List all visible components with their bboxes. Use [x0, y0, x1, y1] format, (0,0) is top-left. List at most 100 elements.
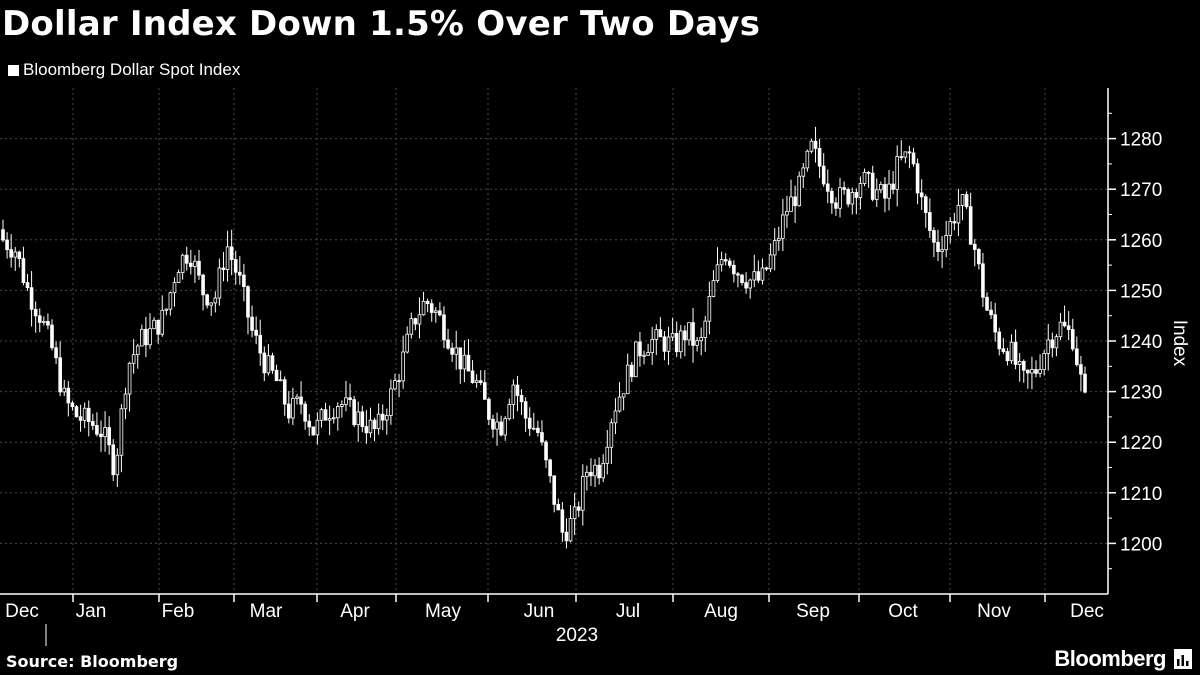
candle-body [687, 322, 691, 341]
y-axis: 1200 1210 1220 1230 1240 1250 1260 1270 1280 [1107, 88, 1162, 594]
candle-body [499, 421, 503, 436]
candle-body [160, 309, 165, 335]
candle-body [891, 183, 895, 190]
candle-body [397, 380, 401, 383]
candle-body [597, 464, 601, 479]
x-tick-label: Nov [977, 601, 1011, 622]
candle-body [699, 337, 703, 342]
candle-body [740, 274, 744, 284]
candle-body [813, 140, 818, 149]
candle-body [830, 190, 834, 204]
x-tick-label: Mar [250, 601, 283, 622]
candle-body [662, 336, 667, 352]
candle-body [213, 297, 218, 304]
candle-body [707, 296, 712, 322]
candle-body [960, 194, 965, 206]
candle-body [936, 241, 940, 252]
candle-body [54, 347, 58, 359]
candle-body [1042, 352, 1046, 371]
candle-body [356, 411, 361, 426]
candle-body [413, 318, 418, 325]
candle-body [438, 310, 442, 316]
candle-body [66, 387, 71, 404]
candle-body [368, 419, 373, 434]
x-axis: Dec Jan Feb Mar Apr May Jun Jul Aug Sep Oct Nov Dec [0, 593, 1108, 646]
candle-body [928, 212, 932, 231]
candle-body [764, 267, 769, 270]
candle-body [646, 352, 650, 356]
candle-body [838, 187, 842, 209]
candle-body [789, 196, 793, 212]
candle-body [834, 202, 838, 209]
candle-body [189, 262, 193, 267]
candle-body [866, 171, 871, 174]
candle-body [315, 419, 320, 436]
candle-body [470, 370, 475, 383]
candle-body [446, 339, 450, 349]
candle-body [825, 183, 830, 192]
candle-body [601, 462, 606, 479]
candle-body [429, 303, 434, 313]
candle-body [977, 249, 981, 265]
x-tick-label: Sep [796, 601, 830, 622]
candle-body [360, 411, 365, 427]
candle-body [209, 302, 214, 306]
candle-body [801, 167, 806, 177]
bloomberg-logo: Bloomberg [1054, 646, 1192, 672]
candle-body [225, 246, 230, 270]
candle-body [670, 333, 675, 338]
candle-body [658, 329, 663, 338]
candle-body [474, 380, 479, 383]
y-axis-label: Index [1169, 320, 1190, 367]
candle-body [568, 518, 573, 542]
candle-body [503, 418, 508, 436]
candle-body [842, 187, 846, 190]
candle-body [695, 340, 699, 346]
candle-body [850, 192, 855, 205]
candle-body [666, 336, 671, 352]
candle-body [768, 254, 773, 270]
candle-body [968, 206, 973, 245]
candle-body [380, 413, 385, 421]
candle-body [846, 189, 850, 205]
candle-body [899, 156, 904, 159]
candle-body [135, 345, 140, 356]
candle-body [131, 354, 136, 364]
candle-body [156, 319, 160, 335]
candle-body [781, 214, 785, 239]
candle-body [250, 316, 254, 331]
candle-body [642, 354, 646, 357]
y-tick-label: 1220 [1120, 433, 1162, 454]
candle-body [772, 240, 777, 256]
candle-body [221, 267, 226, 270]
candle-body [593, 464, 597, 477]
candle-body [883, 184, 887, 199]
candle-body [144, 328, 148, 346]
candle-body [348, 397, 352, 401]
candle-body [940, 249, 944, 252]
candle-body [650, 338, 654, 354]
candle-body [1075, 348, 1079, 366]
candle-body [527, 417, 532, 429]
candle-body [205, 294, 209, 306]
candle-body [1054, 336, 1059, 349]
candle-body [744, 282, 748, 289]
candle-body [111, 444, 116, 476]
candle-body [29, 287, 34, 310]
candle-body [531, 427, 536, 430]
candle-body [511, 384, 516, 405]
candle-body [42, 320, 46, 323]
candle-body [523, 401, 528, 419]
candle-body [127, 362, 132, 395]
candle-body [152, 319, 156, 330]
candle-body [115, 454, 120, 476]
candle-body [1038, 369, 1042, 374]
candle-body [1013, 341, 1018, 365]
candle-body [229, 246, 234, 260]
candle-body [678, 330, 683, 353]
candle-body [993, 314, 997, 333]
candle-body [805, 150, 810, 169]
candle-body [1017, 361, 1022, 365]
candle-body [638, 341, 642, 357]
logo-mark-icon [1174, 649, 1192, 669]
